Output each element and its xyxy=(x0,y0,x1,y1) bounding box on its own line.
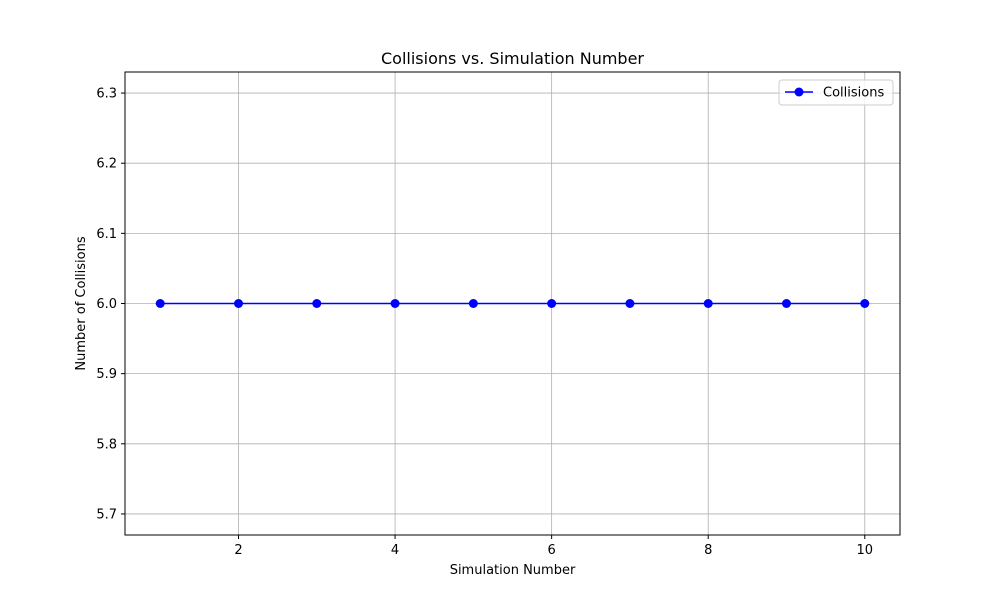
data-point xyxy=(155,299,165,308)
data-point xyxy=(547,299,557,308)
series-layer xyxy=(155,299,870,308)
y-tick-label: 5.8 xyxy=(96,437,117,452)
y-tick-label: 6.0 xyxy=(96,297,117,312)
data-point xyxy=(468,299,478,308)
data-point xyxy=(625,299,635,308)
y-tick-label: 5.7 xyxy=(96,507,117,522)
y-tick-label: 6.1 xyxy=(96,227,117,242)
data-point xyxy=(703,299,713,308)
data-point xyxy=(390,299,400,308)
data-point xyxy=(312,299,322,308)
x-tick-label: 10 xyxy=(856,543,873,558)
data-point xyxy=(860,299,870,308)
chart-title: Collisions vs. Simulation Number xyxy=(381,49,644,68)
axis-ticks: 2 4 6 8 10 5.7 5.8 5.9 6.0 6.1 6.2 6.3 xyxy=(96,87,873,558)
y-tick-label: 6.3 xyxy=(96,87,117,102)
legend-label: Collisions xyxy=(823,86,884,101)
x-tick-label: 4 xyxy=(391,543,399,558)
y-tick-label: 6.2 xyxy=(96,157,117,172)
data-point xyxy=(234,299,244,308)
data-point xyxy=(781,299,791,308)
x-tick-label: 2 xyxy=(234,543,242,558)
legend-box xyxy=(778,79,894,106)
y-tick-label: 5.9 xyxy=(96,367,117,382)
x-axis-title: Simulation Number xyxy=(450,563,576,578)
legend: Collisions xyxy=(778,79,894,106)
legend-marker-swatch xyxy=(794,87,804,97)
x-tick-label: 6 xyxy=(548,543,556,558)
y-axis-title: Number of Collisions xyxy=(74,236,89,370)
x-tick-label: 8 xyxy=(704,543,712,558)
